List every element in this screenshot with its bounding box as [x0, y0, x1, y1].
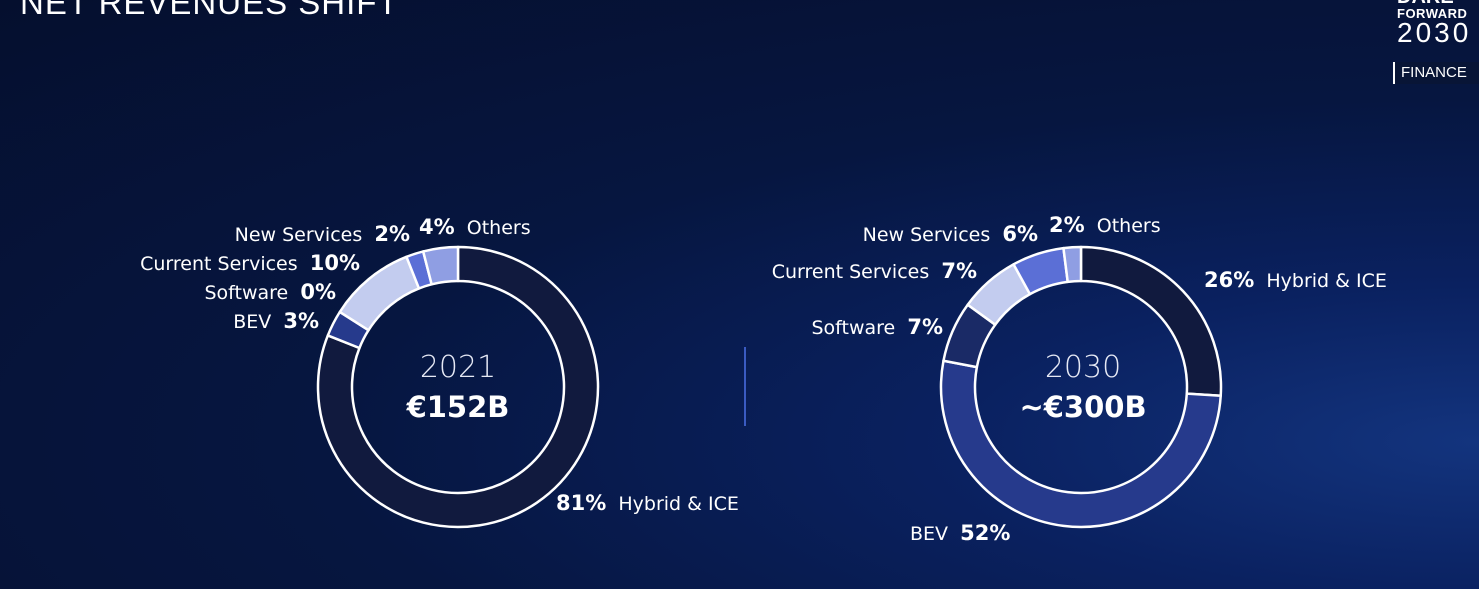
section-tag: FINANCE — [1393, 62, 1479, 84]
label-2030-bev-name: BEV — [910, 523, 949, 545]
slice-2030-others — [1062, 245, 1083, 284]
label-2030-bev: BEV 52% — [910, 521, 1010, 546]
label-2021-others-name: Others — [466, 217, 531, 239]
label-2030-new-services-value: 6% — [1002, 222, 1038, 246]
label-2021-new-services-value: 2% — [374, 222, 410, 246]
donut-chart-2021 — [316, 245, 600, 529]
label-2021-new-services-name: New Services — [234, 224, 363, 246]
label-2030-current-services-name: Current Services — [771, 261, 930, 283]
label-2021-current-services-value: 10% — [309, 251, 360, 275]
label-2021-bev: BEV 3% — [160, 309, 319, 334]
label-2030-others: 2% Others — [1049, 213, 1161, 238]
label-2021-others: 4% Others — [419, 215, 531, 240]
slice-2030-bev — [939, 359, 1222, 529]
label-2030-new-services: New Services 6% — [820, 222, 1038, 247]
label-2021-software: Software 0% — [120, 280, 336, 305]
label-2021-current-services: Current Services 10% — [90, 251, 360, 276]
center-value-2030: ~€300B — [1019, 390, 1147, 424]
center-year-2030: 2030 — [1044, 350, 1122, 385]
label-2030-current-services-value: 7% — [941, 259, 977, 283]
chart-divider — [744, 347, 746, 426]
brand-line-1: DARE — [1397, 0, 1454, 9]
label-2021-bev-name: BEV — [233, 311, 272, 333]
brand-logo: DARE FORWARD 2030 FINANCE — [1389, 0, 1479, 86]
label-2030-new-services-name: New Services — [862, 224, 991, 246]
page-title: NET REVENUES SHIFT — [20, 0, 399, 21]
label-2021-others-value: 4% — [419, 215, 455, 239]
label-2021-hybrid-ice-name: Hybrid & ICE — [618, 493, 739, 515]
label-2021-software-value: 0% — [300, 280, 336, 304]
donut-chart-2030 — [939, 245, 1223, 529]
label-2030-hybrid-ice-name: Hybrid & ICE — [1266, 270, 1387, 292]
label-2021-new-services: New Services 2% — [200, 222, 410, 247]
center-value-2021: €152B — [406, 390, 510, 424]
label-2030-bev-value: 52% — [960, 521, 1011, 545]
slice-2021-others — [421, 245, 460, 286]
slice-2021-hybrid-ice — [316, 245, 600, 529]
label-2030-hybrid-ice: 26% Hybrid & ICE — [1204, 268, 1387, 293]
label-2030-current-services: Current Services 7% — [720, 259, 977, 284]
label-2021-bev-value: 3% — [283, 309, 319, 333]
center-year-2021: 2021 — [419, 350, 497, 385]
brand-line-3: 2030 — [1397, 17, 1472, 48]
label-2030-others-value: 2% — [1049, 213, 1085, 237]
label-2021-software-name: Software — [204, 282, 289, 304]
label-2030-software: Software 7% — [760, 315, 943, 340]
label-2030-hybrid-ice-value: 26% — [1204, 268, 1255, 292]
brand-line-2: FORWARD — [1397, 6, 1468, 21]
label-2030-software-value: 7% — [907, 315, 943, 339]
label-2030-others-name: Others — [1096, 215, 1161, 237]
label-2021-hybrid-ice-value: 81% — [556, 491, 607, 515]
label-2021-current-services-name: Current Services — [140, 253, 298, 275]
label-2030-software-name: Software — [811, 317, 896, 339]
label-2021-hybrid-ice: 81% Hybrid & ICE — [556, 491, 739, 516]
